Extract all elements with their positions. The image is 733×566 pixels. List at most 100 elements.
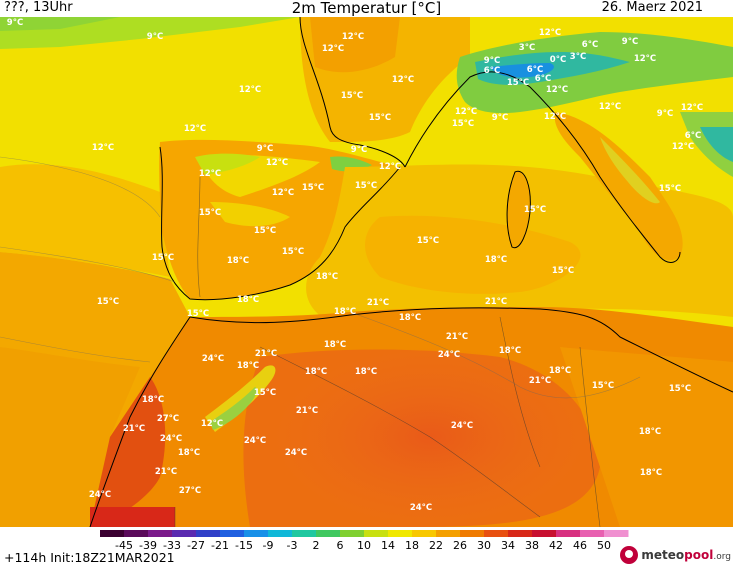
colorbar-tick-label: 46	[573, 539, 587, 551]
temp-label: 18°C	[324, 340, 346, 350]
colorbar-swatch	[532, 530, 557, 537]
temp-label: 15°C	[187, 309, 209, 319]
temp-label: 18°C	[355, 367, 377, 377]
colorbar-swatch	[196, 530, 221, 537]
temp-label: 15°C	[282, 247, 304, 257]
temp-label: 21°C	[485, 297, 507, 307]
colorbar-swatch	[604, 530, 629, 537]
colorbar-swatch	[580, 530, 605, 537]
italy-land	[554, 112, 683, 261]
colorbar-tick-label: -3	[287, 539, 298, 551]
temp-label: 15°C	[355, 181, 377, 191]
temp-label: 6°C	[582, 40, 598, 50]
temp-label: 6°C	[685, 131, 701, 141]
temp-label: 12°C	[379, 162, 401, 172]
colorbar-swatch	[100, 530, 125, 537]
colorbar-tick-label: -9	[263, 539, 274, 551]
colorbar-tick-label: 30	[477, 539, 491, 551]
colorbar-swatch	[268, 530, 293, 537]
temp-label: 15°C	[552, 266, 574, 276]
temp-label: 21°C	[446, 332, 468, 342]
isotherms	[0, 156, 641, 399]
meteopool-logo-icon	[620, 546, 639, 564]
brand-main: meteo	[641, 548, 685, 562]
temp-label: 0°C	[550, 55, 566, 65]
iberia-plateau	[210, 202, 290, 227]
colorbar-swatch	[172, 530, 197, 537]
temp-label: 9°C	[484, 56, 500, 66]
temp-label: 18°C	[499, 346, 521, 356]
temp-label: 12°C	[455, 107, 477, 117]
colorbar-swatch	[148, 530, 173, 537]
temp-label: 24°C	[202, 354, 224, 364]
colorbar-tick-label: 2	[313, 539, 320, 551]
temp-label: 12°C	[599, 102, 621, 112]
temp-label: 3°C	[519, 43, 535, 53]
colorbar-swatch	[124, 530, 149, 537]
temp-label: 15°C	[152, 253, 174, 263]
colorbar-swatch	[340, 530, 365, 537]
temp-label: 18°C	[316, 272, 338, 282]
temp-label: 21°C	[123, 424, 145, 434]
footer: -45 -39 -33 -27 -21 -15 -9 -3 2 6 10 14 18 22 26 30 34 38…	[0, 527, 733, 566]
colorbar-tick-label: 42	[549, 539, 563, 551]
temp-label: 15°C	[341, 91, 363, 101]
temp-label: 3°C	[570, 52, 586, 62]
colorbar-tick-label: 10	[357, 539, 371, 551]
temp-label: 12°C	[184, 124, 206, 134]
temp-label: 18°C	[237, 295, 259, 305]
iberia-cantabrian	[195, 153, 260, 175]
temp-label: 18°C	[305, 367, 327, 377]
brand-suffix: .org	[713, 552, 731, 562]
temp-label: 15°C	[417, 236, 439, 246]
temp-label: 15°C	[592, 381, 614, 391]
colorbar-tick-label: 34	[501, 539, 515, 551]
coastlines	[89, 17, 733, 527]
sardinia-land	[507, 171, 531, 248]
temp-label: 24°C	[410, 503, 432, 513]
temp-label: 21°C	[529, 376, 551, 386]
temp-label: 9°C	[351, 145, 367, 155]
colorbar-tick-label: -15	[235, 539, 253, 551]
temp-label: 15°C	[369, 113, 391, 123]
temp-label: 24°C	[438, 350, 460, 360]
temp-label: 18°C	[334, 307, 356, 317]
temp-label: 21°C	[255, 349, 277, 359]
temp-label: 6°C	[527, 65, 543, 75]
colorbar-tick-label: -45	[115, 539, 133, 551]
forecast-date: 26. Maerz 2021	[601, 0, 703, 15]
temp-label: 9°C	[492, 113, 508, 123]
alps-zone	[456, 32, 733, 114]
mediterranean-center	[365, 215, 581, 294]
colorbar-swatch	[508, 530, 533, 537]
colorbar-swatch	[220, 530, 245, 537]
temp-label: 21°C	[155, 467, 177, 477]
temp-label: 12°C	[672, 142, 694, 152]
colorbar-swatch	[316, 530, 341, 537]
temp-label: 15°C	[254, 226, 276, 236]
temp-label: 27°C	[157, 414, 179, 424]
apennines	[600, 137, 660, 204]
temp-label: 12°C	[92, 143, 114, 153]
colorbar-tick-label: 6	[337, 539, 344, 551]
temp-label: 12°C	[239, 85, 261, 95]
temp-label: 12°C	[544, 112, 566, 122]
colorbar-ticks: -45 -39 -33 -27 -21 -15 -9 -3 2 6 10 14 18 22 26 30 34 38…	[115, 539, 611, 551]
temp-label: 18°C	[485, 255, 507, 265]
france-inland	[310, 17, 400, 73]
colorbar-tick-label: -21	[211, 539, 229, 551]
temp-label: 15°C	[659, 184, 681, 194]
temp-label: 24°C	[285, 448, 307, 458]
temp-label: 18°C	[142, 395, 164, 405]
temp-label: 9°C	[7, 18, 23, 28]
temp-label: 6°C	[535, 74, 551, 84]
brand-link[interactable]: meteopool.org	[620, 544, 731, 566]
ocean-band-yellow	[0, 164, 170, 277]
temp-label: 15°C	[302, 183, 324, 193]
temperature-labels: 9°C9°C 12°C12°C12°C9°C6°C3°C9°C6°C 6°C0°C 3…	[7, 18, 703, 513]
temp-label: 12°C	[539, 28, 561, 38]
temp-label: 18°C	[549, 366, 571, 376]
colorbar-swatch	[484, 530, 509, 537]
colorbar-swatch	[244, 530, 269, 537]
